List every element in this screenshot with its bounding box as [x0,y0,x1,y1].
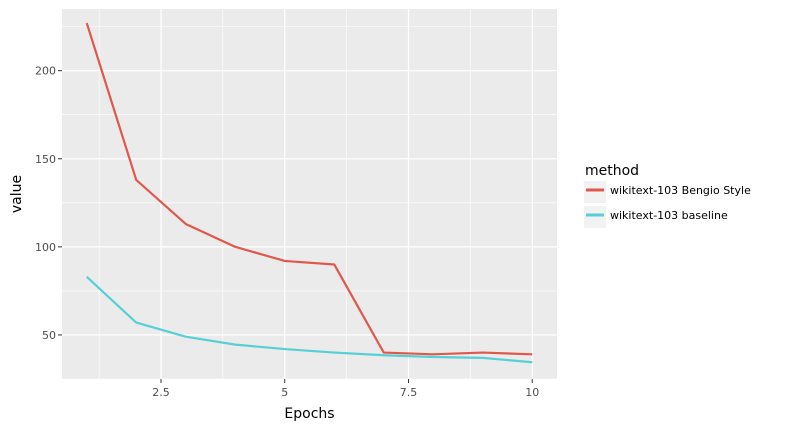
series-line-0 [85,22,533,356]
x-tick-label: 7.5 [400,386,418,399]
legend-key-background [584,206,606,228]
legend-label: wikitext-103 baseline [610,209,728,222]
y-axis-title: value [9,175,25,213]
legend-key-background [584,181,606,203]
x-tick-label: 10 [525,386,539,399]
x-axis-ticks: 2.5 5 7.5 10 [152,379,539,399]
y-tick-label: 100 [35,241,56,254]
y-tick-label: 200 [35,65,56,78]
x-axis-title: Epochs [284,406,334,422]
x-tick-label: 2.5 [152,386,170,399]
legend-items: wikitext-103 Bengio Style wikitext-103 ba… [584,181,751,228]
y-tick-label: 50 [42,329,56,342]
x-tick-label: 5 [281,386,288,399]
legend-label: wikitext-103 Bengio Style [610,184,751,197]
y-axis-ticks: 50 100 150 200 [35,65,62,342]
y-tick-label: 150 [35,153,56,166]
legend-title: method [585,163,639,179]
series-line-1 [86,276,533,364]
series-lines [85,22,533,364]
legend: method wikitext-103 Bengio Stylewikitext… [584,163,751,228]
major-gridlines [62,9,557,379]
